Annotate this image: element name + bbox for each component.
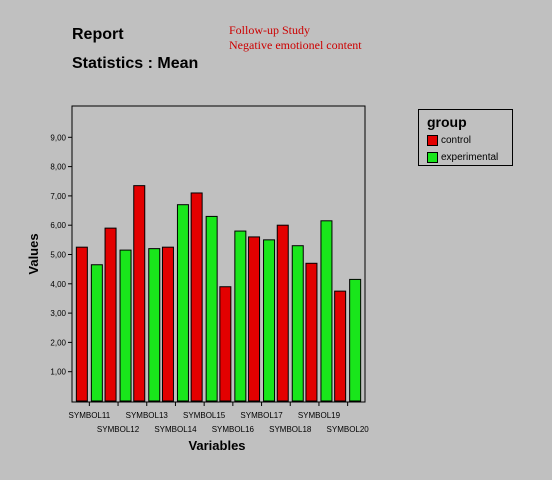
y-tick-label: 5,00 — [50, 251, 66, 260]
x-tick-label: SYMBOL18 — [269, 425, 312, 434]
legend-title: group — [427, 114, 467, 130]
bar-control-symbol19 — [305, 262, 318, 402]
x-tick-label: SYMBOL20 — [327, 425, 370, 434]
report-title: Report — [72, 26, 124, 43]
experimental-swatch — [427, 151, 438, 163]
y-tick-label: 9,00 — [50, 133, 66, 142]
bar-experimental-symbol15 — [205, 215, 218, 402]
x-tick-label: SYMBOL15 — [183, 411, 226, 420]
bar-control-symbol18 — [276, 224, 289, 402]
content-note: Negative emotionel content — [229, 38, 362, 52]
control-swatch — [427, 134, 438, 146]
statistics-title: Statistics : Mean — [72, 55, 199, 72]
bar-control-symbol14 — [161, 246, 174, 402]
bar-experimental-symbol13 — [148, 248, 161, 402]
x-tick-label: SYMBOL19 — [298, 411, 341, 420]
bar-control-symbol20 — [334, 290, 347, 402]
bar-experimental-symbol18 — [291, 245, 304, 402]
study-note: Follow-up Study — [229, 23, 311, 37]
y-tick-label: 1,00 — [50, 368, 66, 377]
legend-item-control: control — [427, 133, 471, 147]
bar-experimental-symbol20 — [349, 278, 362, 402]
y-tick-label: 4,00 — [50, 280, 66, 289]
legend: group control experimental — [418, 109, 513, 166]
x-tick-label: SYMBOL13 — [126, 411, 169, 420]
bar-control-symbol12 — [104, 227, 117, 402]
legend-label-control: control — [441, 134, 472, 146]
bar-control-symbol15 — [190, 192, 203, 402]
x-tick-label: SYMBOL12 — [97, 425, 140, 434]
y-axis-title: Values — [26, 233, 41, 274]
y-tick-label: 3,00 — [50, 309, 66, 318]
y-tick-label: 6,00 — [50, 221, 66, 230]
x-tick-label: SYMBOL11 — [69, 411, 111, 420]
bar-experimental-symbol16 — [234, 230, 247, 402]
y-tick-label: 8,00 — [50, 163, 66, 172]
bar-control-symbol11 — [75, 246, 88, 402]
x-axis-title: Variables — [188, 438, 245, 453]
bar-experimental-symbol19 — [320, 220, 333, 402]
bar-experimental-symbol17 — [263, 239, 276, 402]
bar-control-symbol13 — [133, 185, 146, 402]
legend-item-experimental: experimental — [427, 150, 498, 164]
bar-experimental-symbol14 — [176, 204, 189, 402]
legend-label-experimental: experimental — [441, 151, 499, 163]
y-tick-label: 2,00 — [50, 338, 66, 347]
bar-control-symbol16 — [219, 286, 232, 402]
x-tick-label: SYMBOL16 — [212, 425, 255, 434]
x-tick-label: SYMBOL17 — [240, 411, 283, 420]
y-tick-label: 7,00 — [50, 192, 66, 201]
bar-experimental-symbol11 — [90, 264, 103, 402]
bar-control-symbol17 — [248, 236, 261, 402]
x-tick-label: SYMBOL14 — [154, 425, 197, 434]
bar-experimental-symbol12 — [119, 249, 132, 402]
